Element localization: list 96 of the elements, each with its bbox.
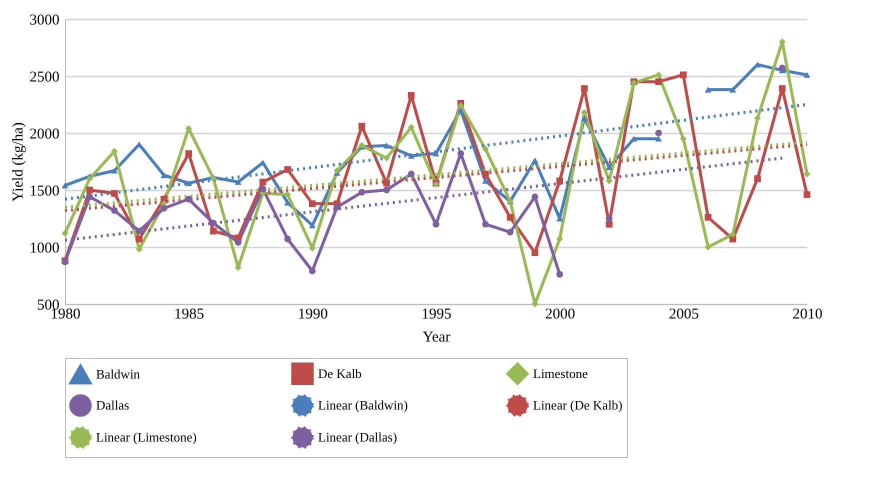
point xyxy=(680,72,687,78)
point xyxy=(62,182,68,188)
point xyxy=(284,236,291,242)
point xyxy=(408,170,415,178)
point xyxy=(704,244,712,250)
point xyxy=(334,204,340,210)
point xyxy=(482,146,489,152)
point xyxy=(704,86,712,93)
x-tick-label: 2005 xyxy=(668,306,699,322)
point xyxy=(556,271,564,278)
point xyxy=(86,175,94,182)
point xyxy=(210,228,217,234)
point xyxy=(383,180,390,187)
point xyxy=(383,154,390,162)
point xyxy=(432,150,440,156)
point xyxy=(606,178,612,184)
point xyxy=(581,115,588,122)
y-tick-label: 3000 xyxy=(30,12,60,28)
point xyxy=(804,191,810,198)
point xyxy=(581,109,588,116)
y-tick-label: 2000 xyxy=(30,126,60,142)
legend-label: Limestone xyxy=(533,366,588,381)
point xyxy=(457,107,464,114)
point xyxy=(532,157,538,164)
x-axis-title: Year xyxy=(422,330,450,346)
point xyxy=(234,179,242,185)
x-tick-label: 1990 xyxy=(298,306,328,322)
point xyxy=(556,236,564,242)
point xyxy=(160,204,168,212)
x-tick-label: 2010 xyxy=(792,306,822,322)
point xyxy=(532,193,538,200)
y-axis-title: Yield (kg/ha) xyxy=(10,122,26,202)
point xyxy=(556,178,564,184)
point xyxy=(308,268,316,274)
legend-label: Linear (De Kalb) xyxy=(533,398,623,412)
point xyxy=(804,72,810,78)
point xyxy=(729,231,736,238)
point xyxy=(86,186,94,194)
y-tick-label: 1500 xyxy=(30,184,60,200)
legend-label: Linear (Dallas) xyxy=(318,430,398,444)
legend-label: Linear (Baldwin) xyxy=(318,398,408,412)
point xyxy=(482,170,489,178)
legend-label: De Kalb xyxy=(318,366,362,381)
point xyxy=(655,78,662,86)
point xyxy=(655,72,662,78)
point xyxy=(383,186,390,194)
point xyxy=(334,167,340,174)
point xyxy=(86,193,94,200)
y-tick-label: 2500 xyxy=(30,70,60,86)
point xyxy=(408,152,415,159)
point xyxy=(704,214,712,221)
point xyxy=(308,200,316,208)
point xyxy=(532,249,538,256)
point xyxy=(111,190,118,197)
point xyxy=(358,188,366,196)
point xyxy=(136,228,143,234)
point xyxy=(778,85,786,92)
point xyxy=(358,122,366,130)
point xyxy=(185,196,192,202)
point xyxy=(581,85,588,92)
point xyxy=(606,164,612,170)
point xyxy=(260,186,266,192)
legend-label: Linear (Limestone) xyxy=(96,430,197,444)
point xyxy=(655,130,662,136)
point xyxy=(778,64,786,72)
point xyxy=(655,136,662,142)
point xyxy=(62,230,68,237)
x-tick-label: 1985 xyxy=(174,306,204,322)
point xyxy=(136,236,143,242)
point xyxy=(284,200,291,206)
point xyxy=(457,150,464,157)
point xyxy=(754,175,761,182)
point xyxy=(680,135,687,142)
point xyxy=(729,86,736,93)
point xyxy=(804,170,810,178)
point xyxy=(506,228,514,236)
x-tick-label: 1995 xyxy=(422,306,452,322)
point xyxy=(185,180,192,186)
point xyxy=(408,124,415,131)
point xyxy=(383,142,390,148)
y-tick-label: 1000 xyxy=(30,240,60,256)
x-tick-label: 2000 xyxy=(545,306,576,322)
point xyxy=(408,92,415,99)
legend-label: Dallas xyxy=(96,398,130,412)
point xyxy=(111,168,118,174)
legend-label: Baldwin xyxy=(96,366,141,382)
point xyxy=(260,178,266,186)
point xyxy=(160,172,168,178)
point xyxy=(185,150,192,157)
point xyxy=(210,220,217,226)
point xyxy=(606,215,612,222)
point xyxy=(506,214,514,221)
point xyxy=(111,207,118,214)
point xyxy=(234,239,242,246)
point xyxy=(482,220,489,228)
point xyxy=(284,166,291,173)
